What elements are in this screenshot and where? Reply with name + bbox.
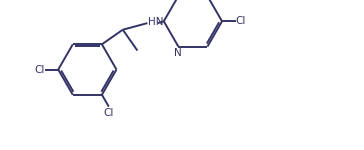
Text: Cl: Cl <box>34 64 44 75</box>
Text: N: N <box>174 48 182 58</box>
Text: Cl: Cl <box>103 108 114 118</box>
Text: Cl: Cl <box>236 16 246 26</box>
Text: HN: HN <box>149 17 164 27</box>
